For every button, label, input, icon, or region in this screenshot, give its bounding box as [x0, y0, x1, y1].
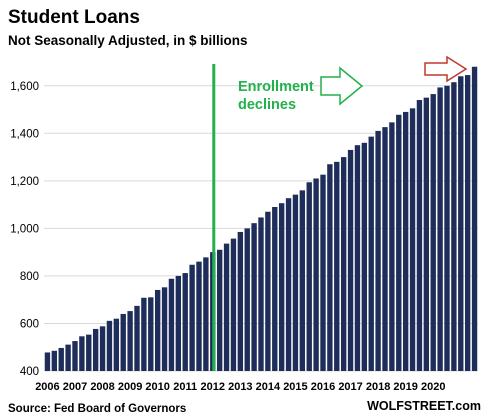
y-tick-label: 1,200 [10, 176, 39, 188]
chart-title: Student Loans [8, 7, 140, 28]
y-axis-ticks: 400 600 800 1,000 1,200 1,400 1,600 [10, 81, 39, 378]
brand-label: WOLFSTREET.com [367, 399, 481, 413]
x-tick-label: 2010 [145, 381, 169, 393]
x-tick-label: 2011 [173, 381, 197, 393]
bar [334, 161, 340, 371]
bars [44, 66, 478, 372]
bar [230, 238, 237, 371]
bar [278, 203, 285, 371]
bar [175, 275, 182, 371]
bar [313, 178, 319, 371]
x-tick-label: 2017 [338, 381, 362, 393]
bar [444, 85, 450, 372]
x-tick-label: 2019 [393, 381, 417, 393]
bar [382, 127, 388, 371]
bar [44, 352, 51, 371]
y-tick-label: 1,600 [10, 81, 39, 93]
bar [354, 145, 361, 371]
annotation-enrollment: Enrollment [238, 79, 314, 95]
bar [430, 94, 436, 371]
bar [299, 190, 306, 371]
bar [265, 211, 271, 371]
x-axis-ticks: 2006 2007 2008 2009 2010 2011 2012 2013 2014 2015… [35, 381, 445, 393]
bar [106, 320, 113, 371]
bar [375, 130, 381, 371]
x-tick-label: 2006 [35, 381, 59, 393]
bar [451, 82, 457, 371]
bar [258, 217, 264, 371]
bar [389, 122, 395, 372]
x-tick-label: 2018 [366, 381, 390, 393]
bar [396, 114, 402, 372]
bar [327, 164, 333, 371]
bar [237, 231, 244, 371]
bar [79, 336, 85, 371]
x-tick-label: 2012 [201, 381, 225, 393]
bar [402, 111, 409, 372]
bar [65, 344, 71, 371]
bar [99, 326, 106, 371]
y-tick-label: 1,000 [10, 223, 39, 235]
y-tick-label: 1,400 [10, 128, 39, 140]
bar [244, 228, 250, 371]
x-tick-label: 2015 [283, 381, 307, 393]
bar [306, 182, 312, 371]
bar [72, 341, 78, 371]
x-tick-label: 2009 [118, 381, 142, 393]
annotation-declines: declines [238, 97, 296, 113]
x-tick-label: 2016 [311, 381, 335, 393]
x-tick-label: 2013 [228, 381, 252, 393]
bar [361, 142, 368, 371]
red-arrow-icon [424, 55, 468, 83]
bar [86, 334, 92, 371]
bar [154, 289, 161, 371]
bar [272, 206, 278, 371]
bar [58, 347, 64, 371]
bar [51, 350, 58, 371]
bar [437, 87, 443, 372]
bar [120, 313, 126, 371]
bar [416, 100, 423, 371]
bar [340, 157, 347, 371]
x-tick-label: 2008 [90, 381, 114, 393]
bar [251, 223, 257, 371]
bar [168, 278, 175, 371]
bar [92, 328, 99, 371]
x-tick-label: 2014 [256, 381, 281, 393]
bar [368, 136, 374, 371]
bar [471, 66, 478, 371]
x-tick-label: 2020 [421, 381, 445, 393]
bar [458, 76, 464, 371]
green-arrow-icon [320, 66, 364, 106]
source-note: Source: Fed Board of Governors [8, 403, 186, 415]
bar [113, 318, 120, 371]
bar [134, 305, 140, 371]
bar [189, 264, 195, 371]
x-tick-label: 2007 [63, 381, 87, 393]
bar [320, 174, 326, 371]
bar [423, 97, 430, 372]
bar [196, 261, 202, 371]
bar [347, 149, 354, 371]
chart-subtitle: Not Seasonally Adjusted, in $ billions [8, 33, 248, 48]
y-tick-label: 800 [20, 271, 39, 283]
bar [203, 257, 209, 371]
bar [182, 273, 188, 371]
bar [161, 287, 168, 371]
bar [464, 75, 471, 371]
bar [148, 297, 154, 371]
bar [223, 243, 230, 371]
bar [216, 249, 223, 371]
bar [285, 198, 292, 371]
bar [141, 297, 147, 371]
bar [409, 108, 416, 371]
bar [292, 194, 299, 371]
bar [127, 311, 133, 371]
y-tick-label: 600 [20, 318, 39, 330]
y-tick-label: 400 [20, 366, 39, 378]
